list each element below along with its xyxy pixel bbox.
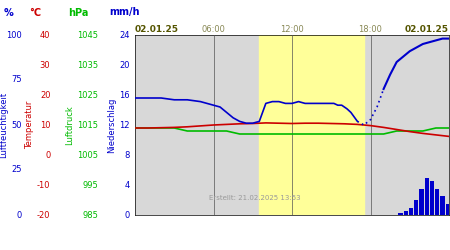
Text: 40: 40 bbox=[40, 30, 50, 40]
Bar bbox=[259, 35, 364, 215]
Text: -20: -20 bbox=[37, 210, 50, 220]
Text: 75: 75 bbox=[11, 76, 22, 84]
Text: 12:00: 12:00 bbox=[280, 25, 304, 34]
Bar bbox=[435, 189, 439, 215]
Text: 18:00: 18:00 bbox=[359, 25, 382, 34]
Text: 1005: 1005 bbox=[77, 150, 98, 160]
Text: 16: 16 bbox=[119, 90, 130, 100]
Text: 50: 50 bbox=[11, 120, 22, 130]
Bar bbox=[399, 213, 403, 215]
Text: 1035: 1035 bbox=[77, 60, 98, 70]
Text: 25: 25 bbox=[11, 166, 22, 174]
Text: %: % bbox=[4, 8, 13, 18]
Text: 02.01.25: 02.01.25 bbox=[405, 25, 449, 34]
Text: Luftdruck: Luftdruck bbox=[65, 105, 74, 145]
Bar bbox=[430, 181, 434, 215]
Text: 12: 12 bbox=[119, 120, 130, 130]
Text: Erstellt: 21.02.2025 13:53: Erstellt: 21.02.2025 13:53 bbox=[208, 194, 300, 200]
Text: mm/h: mm/h bbox=[109, 8, 140, 18]
Text: Niederschlag: Niederschlag bbox=[107, 97, 116, 153]
Text: 100: 100 bbox=[6, 30, 22, 40]
Bar bbox=[441, 196, 445, 215]
Bar bbox=[414, 200, 418, 215]
Text: 1015: 1015 bbox=[77, 120, 98, 130]
Text: 30: 30 bbox=[40, 60, 50, 70]
Text: 06:00: 06:00 bbox=[202, 25, 225, 34]
Text: -10: -10 bbox=[37, 180, 50, 190]
Bar bbox=[409, 208, 413, 215]
Text: 0: 0 bbox=[16, 210, 22, 220]
Bar bbox=[419, 189, 423, 215]
Text: 8: 8 bbox=[124, 150, 130, 160]
Text: 985: 985 bbox=[82, 210, 98, 220]
Text: Luftfeuchtigkeit: Luftfeuchtigkeit bbox=[0, 92, 8, 158]
Text: 995: 995 bbox=[82, 180, 98, 190]
Text: 1045: 1045 bbox=[77, 30, 98, 40]
Bar bbox=[404, 211, 408, 215]
Text: 02.01.25: 02.01.25 bbox=[135, 25, 179, 34]
Text: °C: °C bbox=[29, 8, 41, 18]
Text: 0: 0 bbox=[45, 150, 50, 160]
Bar bbox=[425, 178, 429, 215]
Text: 10: 10 bbox=[40, 120, 50, 130]
Text: 1025: 1025 bbox=[77, 90, 98, 100]
Bar bbox=[446, 204, 450, 215]
Text: 4: 4 bbox=[124, 180, 130, 190]
Text: 20: 20 bbox=[119, 60, 130, 70]
Text: hPa: hPa bbox=[68, 8, 89, 18]
Text: Temperatur: Temperatur bbox=[25, 101, 34, 149]
Text: 24: 24 bbox=[119, 30, 130, 40]
Text: 0: 0 bbox=[124, 210, 130, 220]
Text: 20: 20 bbox=[40, 90, 50, 100]
